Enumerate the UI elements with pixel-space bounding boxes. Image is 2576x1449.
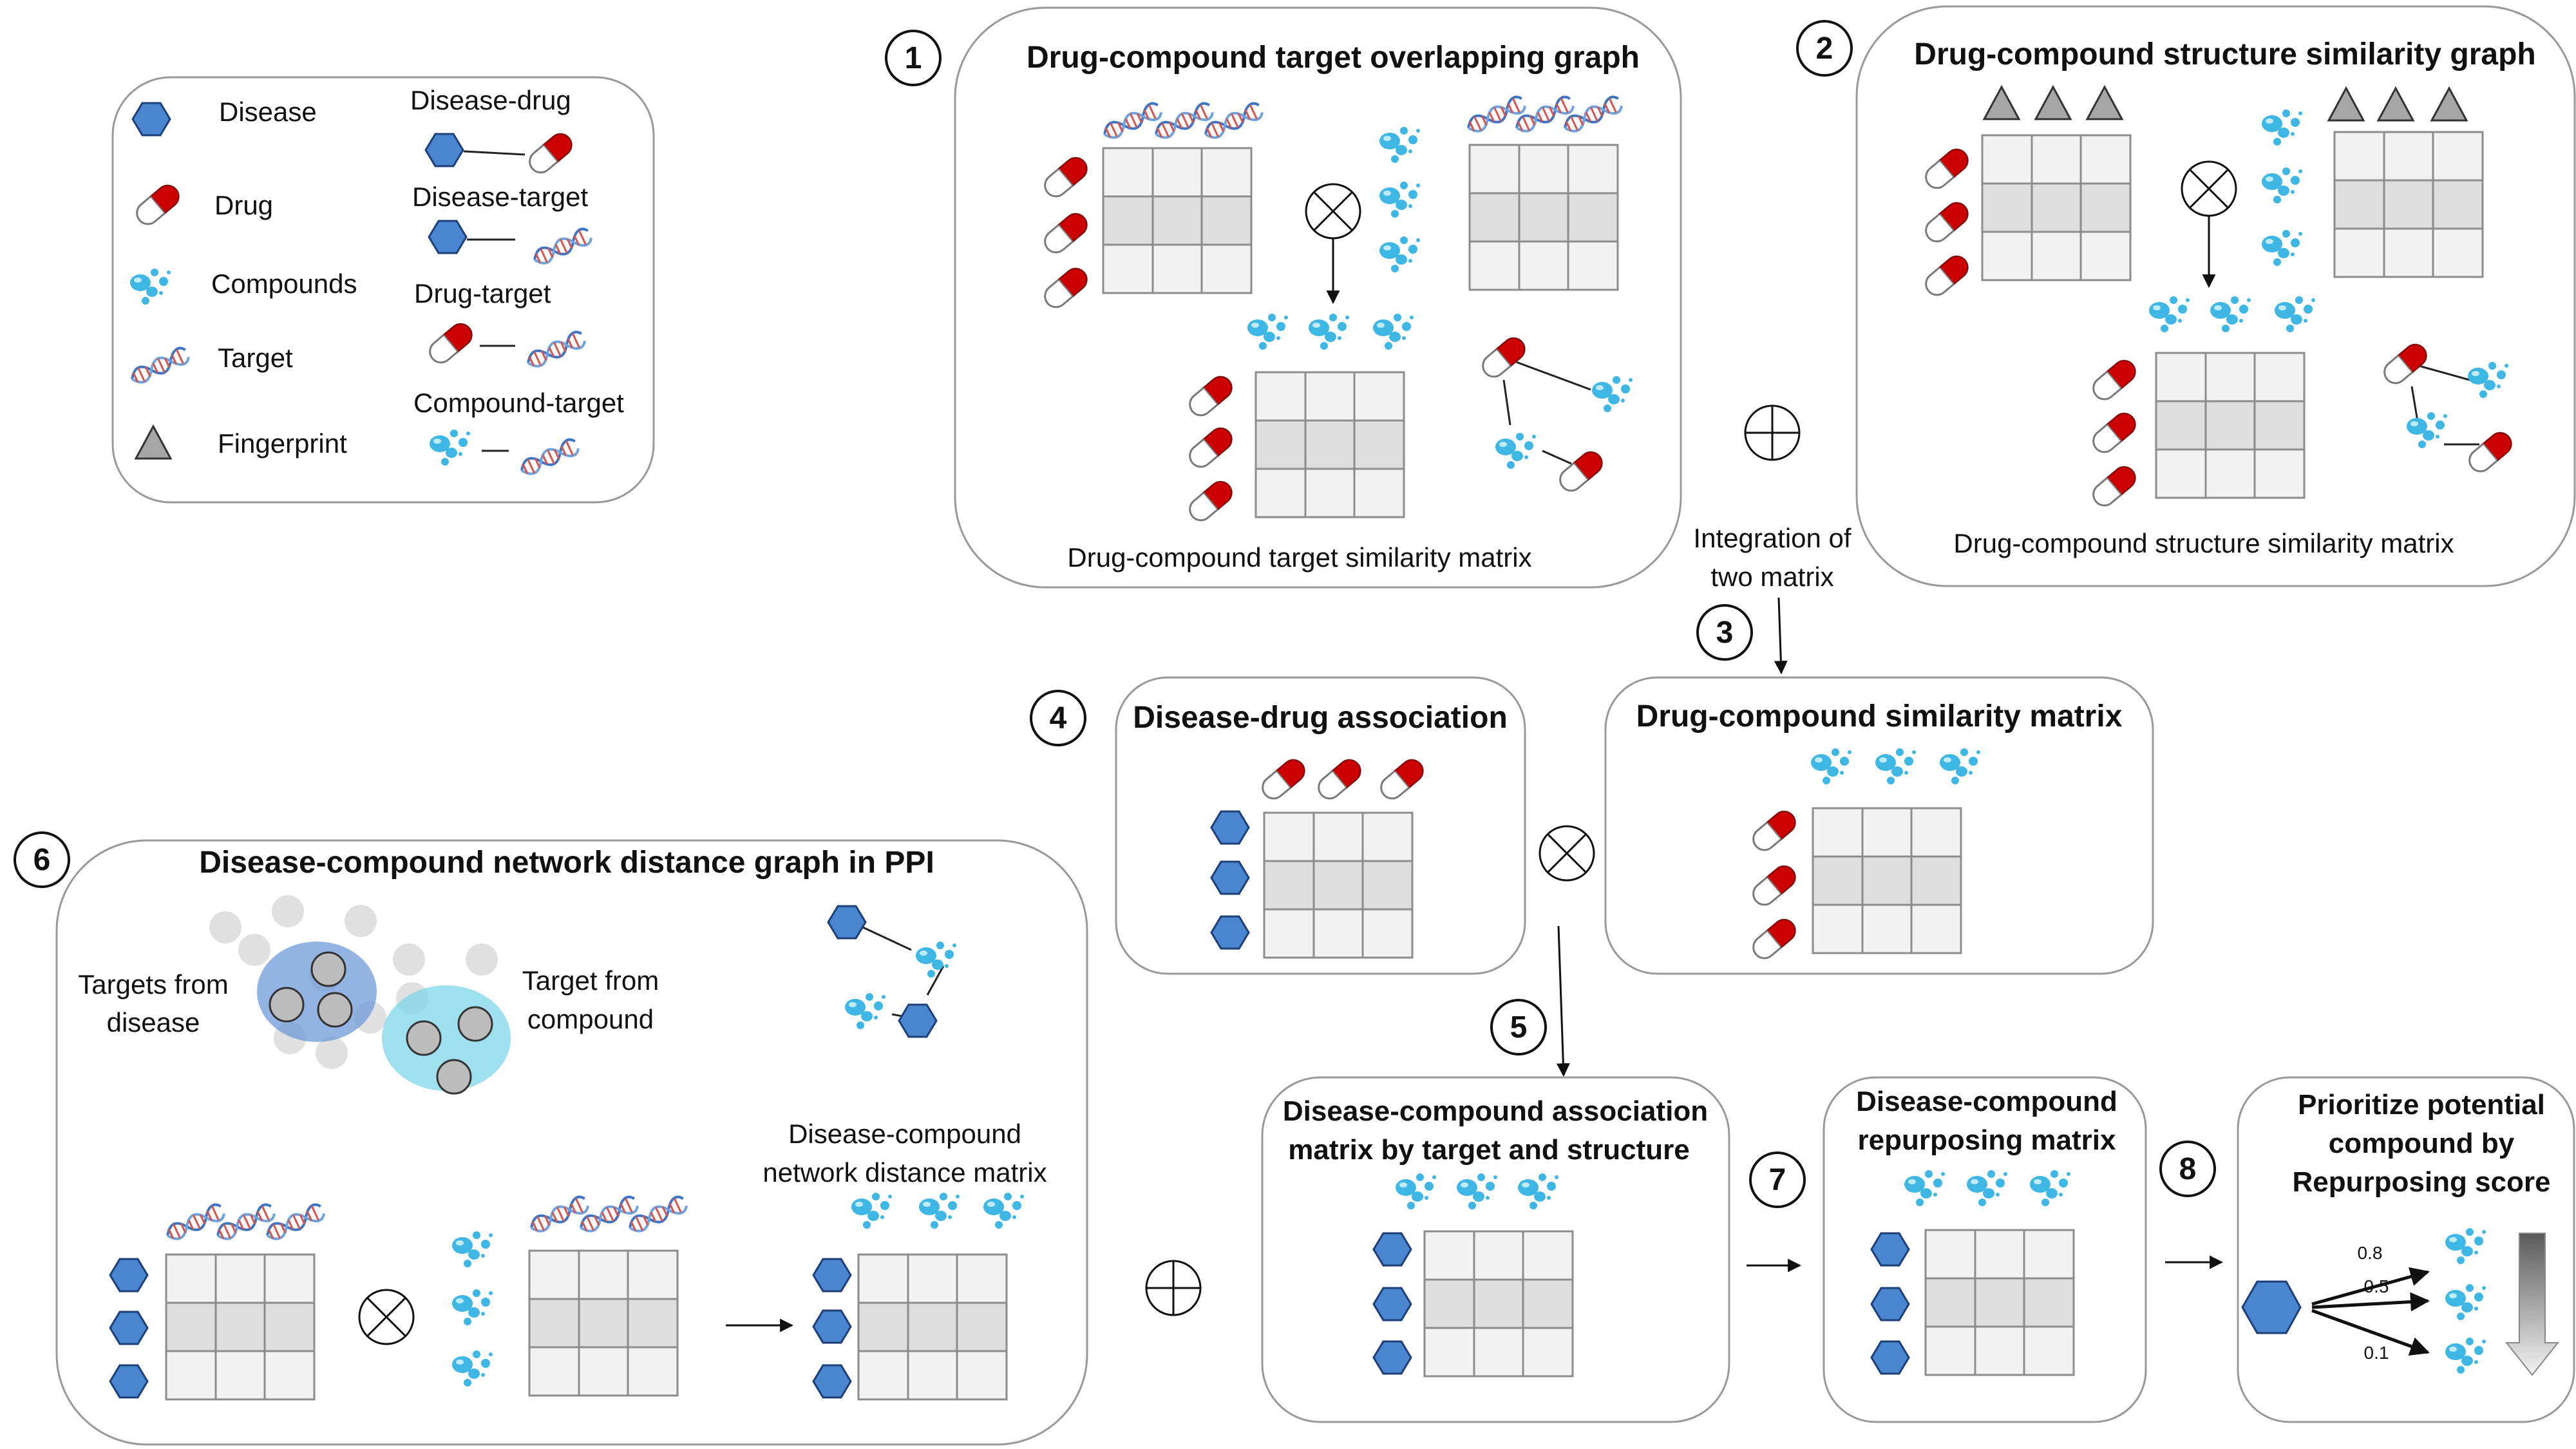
compound-target-matrix	[1468, 144, 1619, 291]
drug-compound-structure-similarity-matrix	[2155, 352, 2306, 499]
disease-compound-network-distance-matrix	[857, 1253, 1008, 1401]
compound-target-matrix	[528, 1249, 679, 1397]
query-disease-hexagon-icon	[2241, 1280, 2302, 1334]
otimes-operator-icon	[1305, 183, 1361, 240]
panel-1-caption: Drug-compound target similarity matrix	[1067, 542, 1531, 573]
legend-target-label: Target	[218, 343, 293, 373]
score-label-2: 0.5	[2364, 1276, 2389, 1296]
otimes-operator-icon	[1539, 825, 1595, 882]
compound-fingerprint-matrix	[2333, 131, 2484, 278]
integration-label-line2: two matrix	[1710, 562, 1833, 592]
panel-8-title-line3: Repurposing score	[2293, 1166, 2551, 1198]
panel-4-title: Disease-drug association	[1133, 701, 1508, 735]
legend: Disease Drug Compounds Target Fingerprin…	[111, 76, 655, 504]
oplus-operator-icon	[1744, 404, 1801, 461]
step-number-8: 8	[2179, 1152, 2197, 1186]
panel-8-title-line2: compound by	[2329, 1128, 2515, 1159]
panel-2-caption: Drug-compound structure similarity matri…	[1953, 528, 2454, 558]
network-distance-matrix-label-line1: Disease-compound	[788, 1119, 1021, 1149]
step-badge-4	[1030, 690, 1086, 746]
legend-compounds-label: Compounds	[211, 269, 357, 299]
target-from-compound-line1: Target from	[522, 965, 659, 996]
disease-drug-matrix	[1263, 811, 1414, 959]
drug-compound-target-similarity-matrix	[1255, 371, 1405, 518]
legend-disease-label: Disease	[219, 97, 317, 127]
legend-drug-target-label: Drug-target	[414, 278, 551, 308]
legend-compound-target-label: Compound-target	[413, 388, 624, 418]
otimes-operator-icon	[358, 1289, 415, 1345]
step-number-1: 1	[905, 41, 922, 75]
drug-target-matrix	[1102, 147, 1253, 294]
similarity-panel-title: Drug-compound similarity matrix	[1636, 699, 2123, 734]
step-number-4: 4	[1050, 701, 1067, 735]
panel-7-title-line1: Disease-compound	[1856, 1086, 2117, 1117]
panel-6-title: Disease-compound network distance graph …	[199, 846, 934, 880]
step-badge-5	[1490, 999, 1547, 1056]
panel-5-title-line1: Disease-compound association	[1283, 1095, 1708, 1127]
targets-from-disease-line1: Targets from	[78, 969, 228, 999]
panel-6-network-distance: 6 Disease-compound network distance grap…	[14, 831, 1088, 1446]
step-number-6: 6	[33, 843, 51, 877]
step-badge-3	[1696, 604, 1753, 661]
panel-4-disease-drug: 4 Disease-drug association	[1030, 676, 1526, 975]
drug-compound-similarity-matrix	[1812, 807, 1962, 954]
ppi-network-illustration	[209, 895, 511, 1095]
panel-drug-compound-similarity: Drug-compound similarity matrix	[1604, 676, 2154, 975]
otimes-operator-icon	[2181, 160, 2237, 217]
disease-compound-association-matrix	[1423, 1230, 1574, 1378]
panel-7-title-line2: repurposing matrix	[1858, 1124, 2116, 1156]
panel-2-structure-similarity: 2 Drug-compound structure similarity gra…	[1796, 5, 2576, 587]
legend-disease-target-label: Disease-target	[412, 182, 588, 212]
step-badge-1	[885, 30, 942, 86]
panel-7-repurposing-matrix: Disease-compound repurposing matrix	[1823, 1076, 2147, 1423]
panel-8-title-line1: Prioritize potential	[2298, 1089, 2545, 1121]
panel-2-title: Drug-compound structure similarity graph	[1914, 37, 2535, 71]
step-badge-8	[2159, 1141, 2216, 1197]
step-number-2: 2	[1816, 32, 1833, 66]
integration-label-line1: Integration of	[1693, 523, 1852, 553]
step-badge-7	[1749, 1151, 1806, 1208]
oplus-operator-icon	[1145, 1260, 1202, 1316]
targets-from-disease-line2: disease	[107, 1007, 200, 1037]
panel-5-association-matrix: 5 Disease-compound association matrix by…	[1261, 999, 1730, 1423]
panel-1-title: Drug-compound target overlapping graph	[1027, 41, 1640, 75]
target-from-compound-line2: compound	[527, 1004, 654, 1034]
step-badge-6	[14, 831, 70, 888]
score-label-3: 0.1	[2364, 1343, 2389, 1363]
legend-fingerprint-label: Fingerprint	[218, 428, 347, 459]
legend-drug-label: Drug	[214, 190, 273, 220]
step-number-3: 3	[1716, 616, 1734, 650]
panel-8-prioritize: Prioritize potential compound by Repurpo…	[2237, 1076, 2575, 1423]
legend-disease-drug-label: Disease-drug	[410, 85, 571, 115]
score-label-1: 0.8	[2358, 1243, 2383, 1263]
disease-target-matrix	[165, 1253, 316, 1401]
drug-fingerprint-matrix	[1981, 134, 2132, 281]
step-badge-2	[1796, 20, 1853, 77]
disease-compound-repurposing-matrix	[1924, 1229, 2075, 1376]
step-number-5: 5	[1510, 1010, 1528, 1045]
network-distance-matrix-label-line2: network distance matrix	[762, 1157, 1046, 1188]
ranking-gradient-arrow-icon	[2505, 1233, 2560, 1376]
panel-5-title-line2: matrix by target and structure	[1288, 1134, 1690, 1166]
panel-1-target-overlap: 1 Drug-compound target overlapping graph	[885, 6, 1682, 589]
step-number-7: 7	[1769, 1163, 1786, 1197]
